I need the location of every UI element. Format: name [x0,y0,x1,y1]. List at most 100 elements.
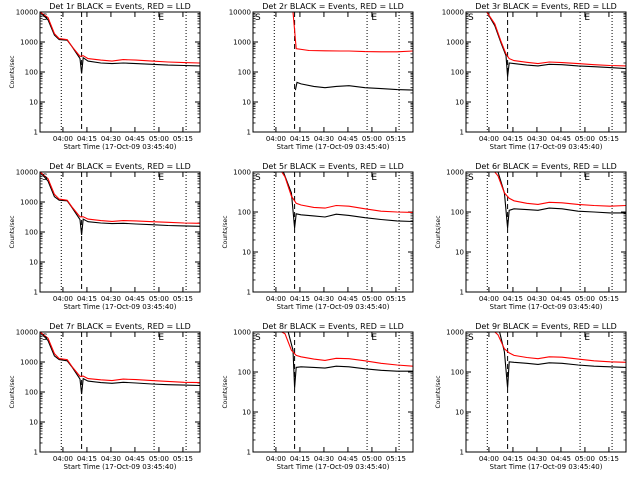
plot-frame [39,11,201,133]
x-tick-label: 04:30 [101,455,121,463]
marker-e: E [158,333,164,343]
y-axis-label: Counts/sec [435,375,442,408]
plot-frame [465,171,627,293]
x-tick-label: 04:00 [53,455,73,463]
panel-det-9: Det 9r BLACK = Events, RED = LLD 1 10 100 10… [435,322,627,471]
x-tick-label: 04:00 [266,295,286,303]
panel-det-5: Det 5r BLACK = Events, RED = LLD 1 10 100 10… [222,162,414,311]
marker-s: S [468,173,474,183]
x-tick-label: 04:45 [125,295,145,303]
panel-title: Det 3r BLACK = Events, RED = LLD [475,2,617,11]
x-axis-label: Start Time (17-Oct-09 03:45:40) [64,303,177,311]
y-tick-label: 1000 [446,169,464,177]
x-tick-label: 05:15 [386,135,406,143]
x-axis-label: Start Time (17-Oct-09 03:45:40) [277,303,390,311]
series-line-events [282,172,413,228]
panel-title: Det 8r BLACK = Events, RED = LLD [262,322,404,331]
panel-det-8: Det 8r BLACK = Events, RED = LLD 1 10 100 10… [222,322,414,471]
x-tick-label: 04:30 [314,455,334,463]
series-line-lld [253,12,413,53]
series-line-lld [40,172,200,224]
series-line-events [499,332,626,388]
series-line-lld [40,12,200,64]
x-tick-label: 04:45 [125,135,145,143]
marker-s: S [255,173,261,183]
y-tick-label: 100 [238,69,251,77]
x-tick-label: 04:30 [527,455,547,463]
y-tick-label: 10 [455,249,464,257]
series-line-lld [486,12,626,67]
y-tick-label: 1000 [233,169,251,177]
plot-frame [465,331,627,453]
marker-e: E [584,333,590,343]
x-tick-label: 04:45 [551,135,571,143]
y-tick-label: 1000 [233,39,251,47]
y-tick-label: 10000 [229,9,251,17]
x-tick-label: 04:00 [479,295,499,303]
y-tick-label: 1 [247,129,251,137]
x-tick-label: 04:45 [125,455,145,463]
x-tick-label: 04:00 [53,135,73,143]
plot-frame [39,171,201,293]
y-tick-label: 10 [242,409,251,417]
marker-e: E [158,13,164,23]
marker-e: E [584,13,590,23]
x-tick-label: 04:15 [503,455,523,463]
marker-s: S [468,13,474,23]
panel-title: Det 4r BLACK = Events, RED = LLD [49,162,191,171]
x-tick-label: 04:45 [338,135,358,143]
x-tick-label: 05:00 [149,135,169,143]
y-tick-label: 10 [29,99,38,107]
x-tick-label: 04:30 [101,295,121,303]
series-line-events [40,172,200,235]
x-tick-label: 05:15 [173,135,193,143]
y-tick-label: 100 [25,69,38,77]
y-axis-label: Counts/sec [9,375,16,408]
marker-e: E [158,173,164,183]
x-tick-label: 04:15 [503,295,523,303]
x-tick-label: 05:00 [362,455,382,463]
panel-title: Det 2r BLACK = Events, RED = LLD [262,2,404,11]
x-axis-label: Start Time (17-Oct-09 03:45:40) [490,303,603,311]
x-tick-label: 05:00 [362,295,382,303]
panel-det-6: Det 6r BLACK = Events, RED = LLD 1 10 100 10… [435,162,627,311]
x-tick-label: 04:15 [290,295,310,303]
y-tick-label: 100 [451,369,464,377]
y-tick-label: 1000 [446,39,464,47]
y-tick-label: 100 [238,209,251,217]
x-tick-label: 04:30 [101,135,121,143]
y-tick-label: 1000 [446,329,464,337]
y-tick-label: 1 [34,129,38,137]
y-tick-label: 10 [242,99,251,107]
y-tick-label: 10 [455,409,464,417]
x-tick-label: 05:00 [575,135,595,143]
plot-frame [252,171,414,293]
x-tick-label: 04:30 [527,135,547,143]
plot-frame [39,331,201,453]
y-tick-label: 1 [34,449,38,457]
x-axis-label: Start Time (17-Oct-09 03:45:40) [490,463,603,471]
y-tick-label: 10000 [16,329,38,337]
x-tick-label: 05:00 [575,295,595,303]
x-axis-label: Start Time (17-Oct-09 03:45:40) [277,143,390,151]
panel-title: Det 7r BLACK = Events, RED = LLD [49,322,191,331]
y-axis-label: Counts/sec [222,375,229,408]
series-line-events [294,81,413,91]
x-tick-label: 04:15 [77,135,97,143]
marker-e: E [371,13,377,23]
x-tick-label: 05:15 [173,455,193,463]
series-line-lld [253,332,413,367]
x-axis-label: Start Time (17-Oct-09 03:45:40) [64,143,177,151]
x-tick-label: 05:15 [599,295,619,303]
series-line-lld [466,172,626,207]
marker-s: S [255,333,261,343]
x-tick-label: 04:15 [503,135,523,143]
series-line-lld [253,172,413,213]
panel-det-7: Det 7r BLACK = Events, RED = LLD 1 10 100 10… [9,322,201,471]
x-tick-label: 04:30 [314,295,334,303]
marker-e: E [371,173,377,183]
x-tick-label: 04:30 [527,295,547,303]
y-axis-label: Counts/sec [222,215,229,248]
